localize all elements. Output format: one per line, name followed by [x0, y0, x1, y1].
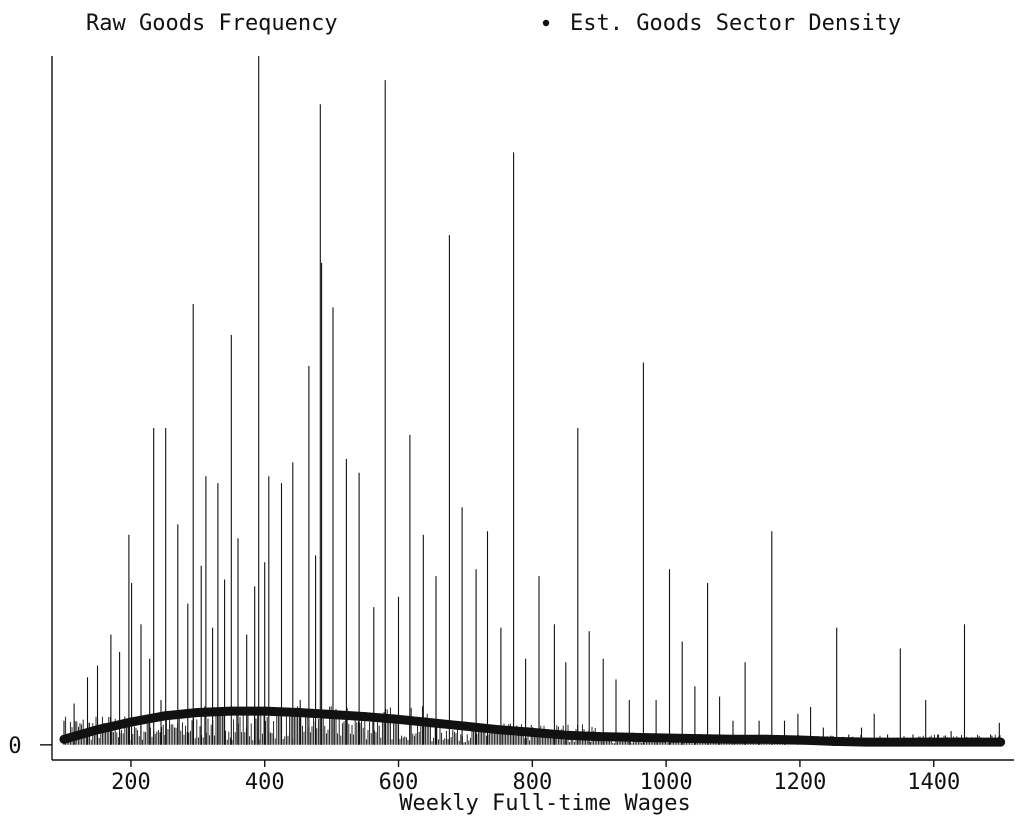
density-point	[996, 737, 1006, 747]
x-tick-label: 200	[111, 770, 151, 795]
density-point	[327, 710, 337, 719]
legend: Raw Goods Frequency Est. Goods Sector De…	[86, 11, 901, 36]
density-point	[93, 725, 102, 735]
density-point	[293, 708, 303, 717]
y-tick-label: 0	[8, 734, 21, 759]
x-tick-label: 1400	[907, 770, 960, 795]
x-tick-label: 600	[379, 770, 419, 795]
density-point	[561, 730, 571, 740]
x-axis-label: Weekly Full-time Wages	[399, 791, 690, 816]
density-point	[59, 734, 69, 744]
density-point	[728, 734, 738, 744]
density-point	[159, 711, 169, 721]
density-point	[795, 735, 805, 745]
density-point	[394, 714, 403, 724]
x-tick-label: 800	[512, 770, 552, 795]
density-point	[193, 708, 203, 717]
density-point	[962, 737, 972, 747]
density-point	[260, 706, 270, 716]
raw-goods-frequency-series	[63, 56, 1000, 745]
legend-label-raw-goods-frequency: Raw Goods Frequency	[86, 11, 338, 36]
est-goods-sector-density-series	[59, 706, 1006, 747]
density-point	[226, 706, 236, 716]
density-point	[360, 712, 370, 722]
y-axis-ticks: 0	[8, 734, 52, 759]
x-tick-label: 400	[245, 770, 285, 795]
legend-label-est-goods-sector-density: Est. Goods Sector Density	[570, 11, 901, 36]
density-point	[762, 734, 771, 744]
x-tick-label: 1200	[773, 770, 826, 795]
density-point	[628, 732, 638, 742]
density-point	[929, 737, 939, 747]
density-point	[862, 737, 872, 747]
x-tick-label: 1000	[640, 770, 693, 795]
density-point	[661, 733, 671, 743]
density-point	[427, 718, 437, 728]
density-point	[828, 736, 838, 746]
density-point	[594, 732, 604, 742]
density-point	[126, 717, 136, 727]
legend-marker-density	[542, 19, 550, 27]
density-point	[895, 737, 905, 747]
x-axis-ticks: 200 400 600 800 1000 1200 1400	[111, 760, 960, 795]
density-point	[460, 721, 470, 731]
density-point	[527, 727, 537, 737]
density-point	[695, 734, 705, 744]
density-point	[494, 725, 504, 735]
